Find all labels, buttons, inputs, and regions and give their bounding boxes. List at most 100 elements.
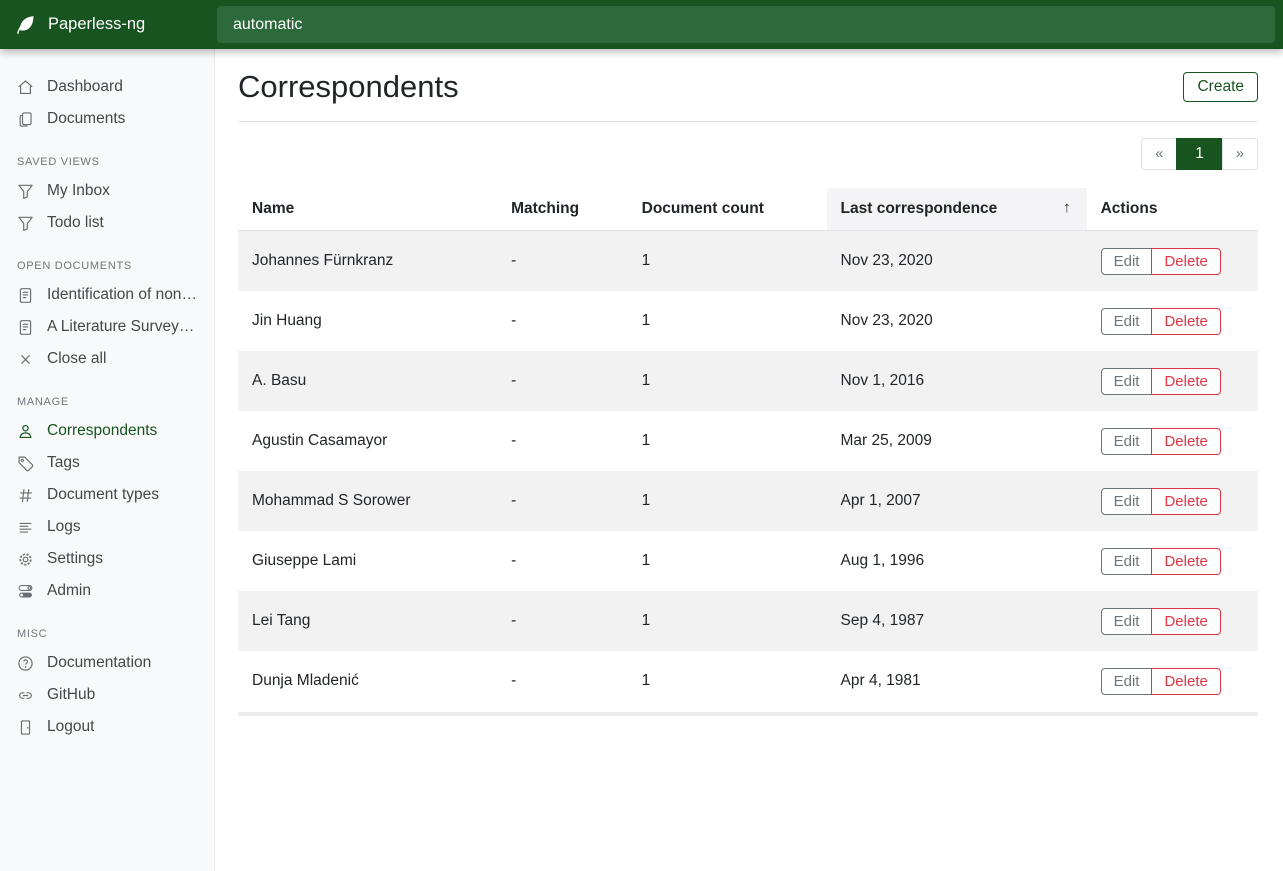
edit-button[interactable]: Edit (1100, 487, 1153, 515)
pagination: « 1 » (1141, 138, 1258, 170)
toggles-icon (17, 583, 34, 600)
delete-button[interactable]: Delete (1151, 547, 1221, 575)
sidebar-item-logs[interactable]: Logs (0, 511, 214, 543)
sidebar-item-admin[interactable]: Admin (0, 575, 214, 607)
sidebar-item-label: Todo list (47, 214, 104, 231)
close-icon (17, 351, 34, 368)
table-header-row: Name Matching Document count Last corres… (238, 188, 1258, 231)
cell-last-correspondence: Apr 1, 2007 (840, 492, 921, 509)
table-row: Mohammad S Sorower - 1 Apr 1, 2007 Edit D… (238, 471, 1258, 531)
column-header-matching[interactable]: Matching (497, 188, 628, 231)
sidebar-item-label: Documentation (47, 654, 152, 671)
delete-button[interactable]: Delete (1151, 307, 1221, 335)
cell-document-count: 1 (641, 672, 651, 689)
cell-actions: Edit Delete (1087, 531, 1258, 591)
person-icon (17, 423, 34, 440)
sidebar-item-documents[interactable]: Documents (0, 103, 214, 135)
pagination-page-1-button[interactable]: 1 (1176, 138, 1223, 170)
cell-name: Johannes Fürnkranz (252, 252, 394, 269)
delete-button[interactable]: Delete (1151, 487, 1221, 515)
cell-name: A. Basu (252, 372, 307, 389)
cell-matching: - (511, 492, 517, 509)
edit-button[interactable]: Edit (1100, 247, 1153, 275)
edit-button[interactable]: Edit (1100, 307, 1153, 335)
table-row: Giuseppe Lami - 1 Aug 1, 1996 Edit Delete (238, 531, 1258, 591)
sidebar-item-my-inbox[interactable]: My Inbox (0, 175, 214, 207)
horizontal-scrollbar[interactable] (238, 712, 1258, 716)
correspondents-table: Name Matching Document count Last corres… (238, 188, 1258, 711)
top-navbar: Paperless-ng (0, 0, 1283, 49)
cell-document-count: 1 (641, 492, 651, 509)
sidebar-item-label: Document types (47, 486, 159, 503)
edit-button[interactable]: Edit (1100, 547, 1153, 575)
cell-matching: - (511, 612, 517, 629)
page-title: Correspondents (238, 69, 459, 104)
correspondents-table-wrapper: Name Matching Document count Last corres… (238, 188, 1258, 716)
sidebar-item-settings[interactable]: Settings (0, 543, 214, 575)
sidebar-item-tags[interactable]: Tags (0, 447, 214, 479)
delete-button[interactable]: Delete (1151, 367, 1221, 395)
column-header-document-count[interactable]: Document count (627, 188, 827, 231)
cell-document-count: 1 (641, 252, 651, 269)
table-row: Agustin Casamayor - 1 Mar 25, 2009 Edit D… (238, 411, 1258, 471)
edit-button[interactable]: Edit (1100, 367, 1153, 395)
sidebar-item-label: Close all (47, 350, 107, 367)
edit-button[interactable]: Edit (1100, 667, 1153, 695)
house-icon (17, 79, 34, 96)
cell-matching: - (511, 672, 517, 689)
delete-button[interactable]: Delete (1151, 427, 1221, 455)
hash-icon (17, 487, 34, 504)
table-row: Dunja Mladenić - 1 Apr 4, 1981 Edit Delet… (238, 651, 1258, 711)
sidebar-section-saved-views: SAVED VIEWS (17, 156, 100, 168)
cell-matching: - (511, 312, 517, 329)
cell-actions: Edit Delete (1087, 411, 1258, 471)
cell-name: Agustin Casamayor (252, 432, 388, 449)
sidebar-item-close-all[interactable]: Close all (0, 343, 214, 375)
sidebar-section-misc: MISC (17, 628, 48, 640)
sidebar-item-logout[interactable]: Logout (0, 711, 214, 743)
cell-matching: - (511, 432, 517, 449)
cell-matching: - (511, 252, 517, 269)
pagination-prev-button[interactable]: « (1141, 138, 1178, 170)
question-circle-icon (17, 655, 34, 672)
page-header: Correspondents Create (238, 66, 1258, 108)
sidebar-item-open-document-1[interactable]: Identification of non-fu... (0, 279, 214, 311)
sidebar-item-label: Logout (47, 718, 95, 735)
delete-button[interactable]: Delete (1151, 607, 1221, 635)
sidebar-item-document-types[interactable]: Document types (0, 479, 214, 511)
cell-last-correspondence: Nov 23, 2020 (840, 312, 933, 329)
edit-button[interactable]: Edit (1100, 607, 1153, 635)
sidebar-item-github[interactable]: GitHub (0, 679, 214, 711)
edit-button[interactable]: Edit (1100, 427, 1153, 455)
cell-matching: - (511, 552, 517, 569)
delete-button[interactable]: Delete (1151, 247, 1221, 275)
sidebar-item-label: A Literature Survey on ... (47, 318, 197, 335)
create-button[interactable]: Create (1183, 72, 1258, 102)
sidebar-item-open-document-2[interactable]: A Literature Survey on ... (0, 311, 214, 343)
sidebar-item-label: Settings (47, 550, 104, 567)
funnel-icon (17, 183, 34, 200)
delete-button[interactable]: Delete (1151, 667, 1221, 695)
brand-link[interactable]: Paperless-ng (0, 0, 215, 49)
cell-document-count: 1 (641, 612, 651, 629)
sidebar-item-todo-list[interactable]: Todo list (0, 207, 214, 239)
sidebar-item-documentation[interactable]: Documentation (0, 647, 214, 679)
cell-actions: Edit Delete (1087, 651, 1258, 711)
file-text-icon (17, 287, 34, 304)
search-input[interactable] (217, 6, 1275, 43)
sidebar-item-correspondents[interactable]: Correspondents (0, 415, 214, 447)
sidebar-item-dashboard[interactable]: Dashboard (0, 71, 214, 103)
cell-matching: - (511, 372, 517, 389)
sidebar-item-label: GitHub (47, 686, 96, 703)
link-icon (17, 687, 34, 704)
column-header-name[interactable]: Name (238, 188, 498, 231)
cell-last-correspondence: Apr 4, 1981 (840, 672, 921, 689)
column-header-last-correspondence[interactable]: Last correspondence ↑ (826, 188, 1087, 231)
table-row: Lei Tang - 1 Sep 4, 1987 Edit Delete (238, 591, 1258, 651)
sidebar: Dashboard Documents SAVED VIEWS My Inbox… (0, 49, 215, 871)
sidebar-section-manage: MANAGE (17, 396, 69, 408)
cell-last-correspondence: Aug 1, 1996 (840, 552, 925, 569)
sidebar-item-label: Documents (47, 110, 126, 127)
pagination-next-button[interactable]: » (1221, 138, 1258, 170)
cell-actions: Edit Delete (1087, 351, 1258, 411)
